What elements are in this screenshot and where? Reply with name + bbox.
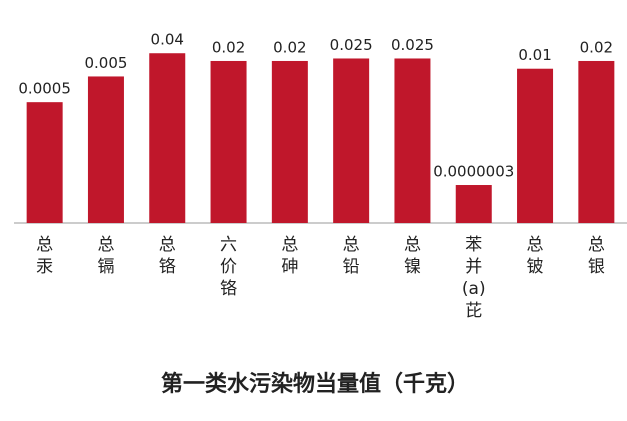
x-tick-label: 总铅	[343, 235, 360, 277]
bar	[455, 185, 492, 223]
bar	[149, 53, 186, 223]
bar	[578, 60, 615, 224]
value-label: 0.005	[84, 54, 127, 72]
chart-title: 第一类水污染物当量值（千克）	[161, 371, 469, 397]
bar	[271, 60, 308, 224]
x-tick-label: 总镍	[404, 235, 421, 277]
value-label: 0.02	[212, 38, 245, 56]
value-label: 0.04	[151, 31, 184, 49]
x-tick-label: 总铍	[527, 235, 544, 277]
bar	[517, 68, 554, 223]
value-label: 0.01	[518, 46, 551, 64]
bar	[26, 102, 63, 223]
bar	[333, 58, 370, 224]
value-label: 0.0005	[18, 80, 71, 98]
x-tick-label: 总铬	[159, 235, 176, 277]
value-label: 0.025	[330, 36, 373, 54]
bar	[87, 76, 124, 224]
x-tick-label: 总镉	[97, 235, 114, 277]
bar	[210, 60, 247, 224]
value-label: 0.02	[580, 38, 613, 56]
value-label: 0.02	[273, 38, 306, 56]
x-tick-label: 总汞	[36, 235, 53, 277]
value-label: 0.025	[391, 36, 434, 54]
x-tick-label: 苯并(a)芘	[462, 235, 486, 321]
x-tick-label: 六价铬	[220, 235, 237, 299]
x-tick-label: 总银	[588, 235, 605, 277]
x-tick-label: 总砷	[281, 235, 298, 277]
value-label: 0.0000003	[433, 163, 514, 181]
bar	[394, 58, 431, 224]
